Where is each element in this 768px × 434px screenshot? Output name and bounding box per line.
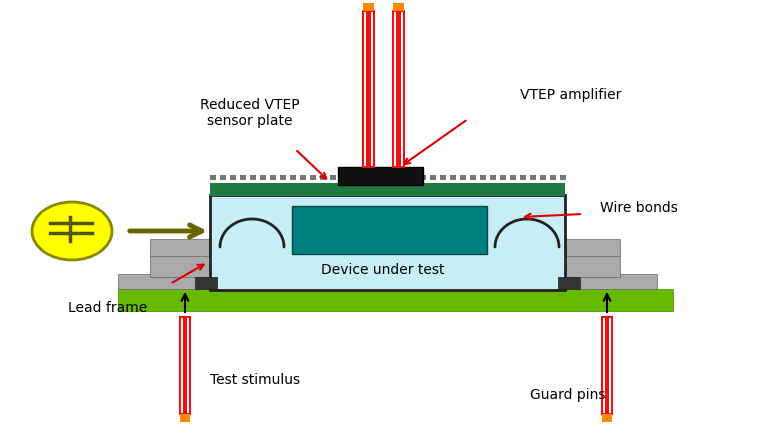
Bar [250,176,256,181]
Bar [180,414,190,422]
Bar [560,176,566,181]
Bar [195,277,217,289]
Bar [310,176,316,181]
Bar [400,176,406,181]
Bar [183,317,187,414]
Bar [565,274,657,289]
Bar [393,12,404,168]
Bar [363,12,374,168]
Text: Wire bonds: Wire bonds [600,201,678,214]
Text: Lead frame: Lead frame [68,300,147,314]
Bar [410,176,416,181]
Bar [150,254,210,277]
Bar [558,277,580,289]
Bar [118,289,673,311]
Bar [480,176,486,181]
Bar [350,176,356,181]
Bar [270,176,276,181]
Bar [338,168,423,186]
Bar [280,176,286,181]
Bar [363,4,374,12]
Bar [240,176,246,181]
Bar [118,274,210,289]
Bar [440,176,446,181]
Bar [360,176,366,181]
Bar [450,176,456,181]
Bar [490,176,496,181]
Text: VTEP amplifier: VTEP amplifier [520,88,621,102]
Bar [340,176,346,181]
Text: Reduced VTEP
sensor plate: Reduced VTEP sensor plate [200,98,300,128]
Bar [430,176,436,181]
Bar [602,414,612,422]
Bar [393,4,404,12]
Bar [396,12,401,168]
Bar [530,176,536,181]
Bar [565,240,620,256]
Text: Test stimulus: Test stimulus [210,372,300,386]
Bar [366,12,371,168]
Bar [470,176,476,181]
Bar [210,184,565,197]
Bar [260,176,266,181]
Bar [500,176,506,181]
Bar [292,207,487,254]
Bar [540,176,546,181]
Bar [290,176,296,181]
Bar [320,176,326,181]
Bar [300,176,306,181]
Bar [420,176,426,181]
Bar [460,176,466,181]
Bar [510,176,516,181]
Bar [180,317,190,414]
Bar [150,240,210,256]
Bar [210,196,565,290]
Bar [550,176,556,181]
Bar [565,254,620,277]
Bar [390,176,396,181]
Ellipse shape [32,203,112,260]
Bar [380,176,386,181]
Bar [220,176,226,181]
Text: Device under test: Device under test [321,263,445,276]
Bar [370,176,376,181]
Bar [605,317,609,414]
Bar [602,317,612,414]
Text: Guard pins: Guard pins [530,387,605,401]
Bar [330,176,336,181]
Bar [230,176,236,181]
Bar [520,176,526,181]
Bar [210,176,216,181]
